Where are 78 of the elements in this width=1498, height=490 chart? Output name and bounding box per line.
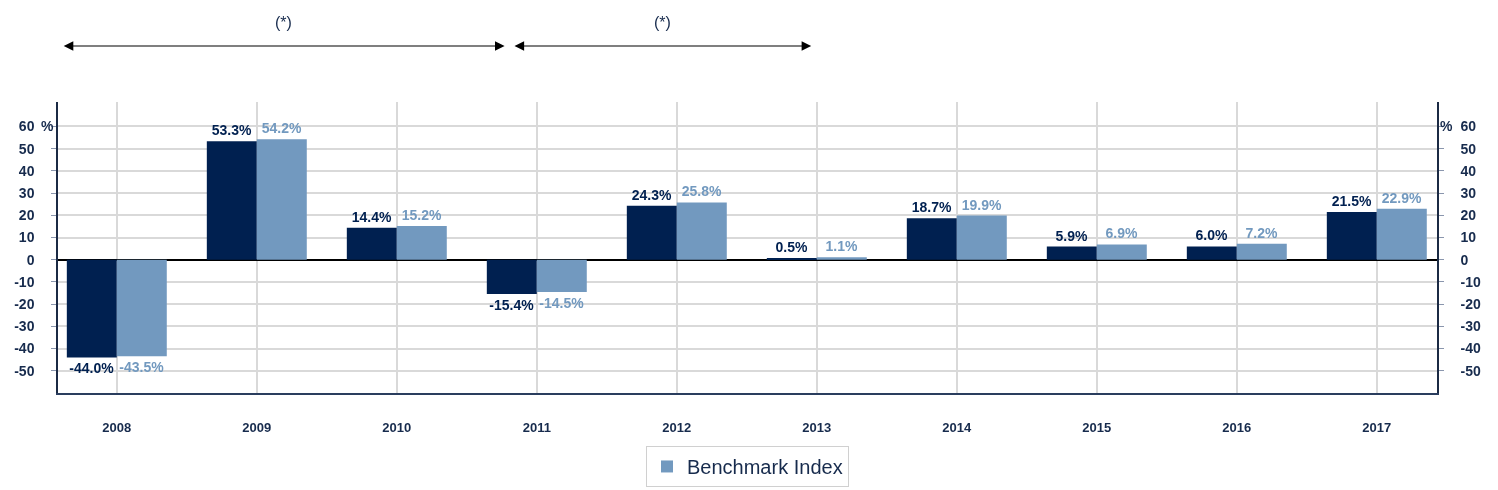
bar	[346, 227, 397, 260]
y2-tick-label: -40	[1460, 340, 1481, 357]
bar	[536, 259, 587, 292]
x-tick-label: 2011	[522, 420, 551, 436]
bar	[956, 215, 1007, 260]
data-label: 19.9%	[961, 196, 1002, 213]
y2-tick-label: 20	[1460, 207, 1477, 224]
data-label: -43.5%	[119, 359, 165, 376]
data-label: 53.3%	[211, 122, 252, 139]
bar	[626, 205, 677, 260]
data-label: 1.1%	[825, 238, 859, 255]
x-tick-label: 2014	[942, 420, 973, 436]
bar	[1096, 244, 1147, 260]
data-label: 6.0%	[1195, 227, 1229, 244]
data-label: 21.5%	[1331, 192, 1372, 209]
y2-tick-label: 10	[1460, 229, 1477, 246]
y-tick-label: 30	[18, 184, 35, 201]
bar	[1376, 208, 1427, 260]
legend-label: Benchmark Index	[687, 456, 843, 479]
y-tick-label: -20	[14, 296, 35, 313]
y2-axis-title: %	[1440, 118, 1453, 134]
y2-tick-label: 60	[1460, 118, 1477, 135]
bar	[1326, 211, 1377, 260]
y-tick-label: -50	[14, 362, 35, 379]
bar	[116, 259, 167, 357]
y2-tick-label: 50	[1460, 140, 1477, 157]
y-tick-label: -30	[14, 318, 35, 335]
x-tick-label: 2013	[802, 420, 832, 436]
y2-tick-label: -10	[1460, 273, 1481, 290]
text: (*)	[275, 14, 292, 31]
data-label: 7.2%	[1245, 224, 1279, 241]
bar	[816, 257, 867, 260]
data-label: 14.4%	[351, 208, 392, 225]
x-tick-label: 2008	[102, 420, 132, 436]
bar	[66, 259, 117, 358]
y-tick-label: 10	[18, 229, 35, 246]
bar	[206, 141, 257, 260]
x-tick-label: 2015	[1082, 420, 1112, 436]
data-label: -15.4%	[489, 296, 535, 313]
y-axis-title: %	[41, 118, 54, 134]
bar	[676, 202, 727, 260]
y2-tick-label: 40	[1460, 162, 1477, 179]
y-tick-label: 0	[26, 251, 35, 268]
bar	[486, 259, 537, 294]
data-label: -44.0%	[69, 360, 115, 377]
x-tick-label: 2016	[1222, 420, 1252, 436]
bar	[256, 139, 307, 260]
bar	[906, 218, 957, 260]
data-label: 5.9%	[1055, 227, 1089, 244]
bar	[1236, 243, 1287, 260]
data-label: 6.9%	[1105, 225, 1139, 242]
bar	[1186, 246, 1237, 260]
y-tick-label: 20	[18, 207, 35, 224]
y-tick-label: 40	[18, 162, 35, 179]
data-label: -14.5%	[539, 294, 585, 311]
bar	[396, 225, 447, 260]
y-tick-label: -10	[14, 273, 35, 290]
x-tick-label: 2009	[242, 420, 272, 436]
data-label: 25.8%	[681, 183, 722, 200]
y2-tick-label: -20	[1460, 296, 1481, 313]
x-tick-label: 2010	[382, 420, 412, 436]
text: (*)	[654, 14, 671, 31]
y-tick-label: 60	[18, 118, 35, 135]
y2-tick-label: 30	[1460, 184, 1477, 201]
y-tick-label: 50	[18, 140, 35, 157]
y2-tick-label: -50	[1460, 362, 1481, 379]
y-tick-label: -40	[14, 340, 35, 357]
x-tick-label: 2017	[1362, 420, 1392, 436]
x-tick-label: 2012	[662, 420, 692, 436]
y2-tick-label: 0	[1460, 251, 1469, 268]
data-label: 54.2%	[261, 120, 302, 137]
y2-tick-label: -30	[1460, 318, 1481, 335]
data-label: 24.3%	[631, 186, 672, 203]
data-label: 0.5%	[775, 239, 809, 255]
data-label: 15.2%	[401, 206, 442, 223]
data-label: 22.9%	[1381, 189, 1422, 206]
bar	[1046, 246, 1097, 260]
data-label: 18.7%	[911, 199, 952, 216]
